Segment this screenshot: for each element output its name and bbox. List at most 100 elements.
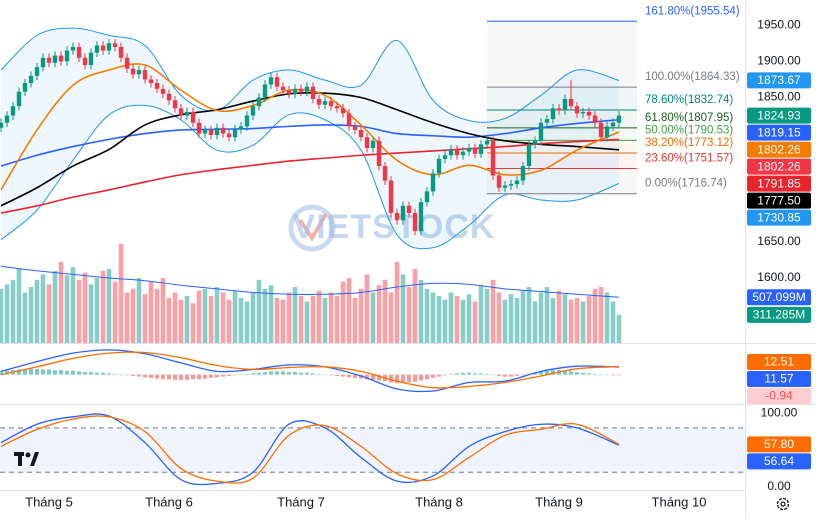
macd-histogram-bar bbox=[269, 371, 273, 375]
fib-label: 38.20%(1773.12) bbox=[645, 137, 733, 149]
candle-body bbox=[394, 213, 400, 221]
macd-histogram-bar bbox=[149, 374, 153, 378]
volume-bar bbox=[424, 288, 430, 343]
candle-body bbox=[556, 108, 562, 111]
candle-body bbox=[442, 155, 448, 159]
volume-bar bbox=[526, 287, 532, 343]
candle-body bbox=[22, 83, 28, 92]
volume-bar bbox=[118, 243, 124, 343]
macd-histogram-bar bbox=[125, 374, 129, 376]
price-label-box bbox=[747, 453, 811, 470]
price-label: 1730.85 bbox=[757, 210, 801, 224]
ma-line bbox=[0, 118, 620, 167]
macd-histogram-bar bbox=[167, 374, 171, 380]
candle-body bbox=[484, 140, 490, 145]
volume-bar bbox=[364, 274, 370, 343]
macd-histogram-bar bbox=[35, 368, 39, 375]
stoch-k-line bbox=[0, 413, 620, 486]
volume-bar bbox=[292, 287, 298, 343]
volume-bar bbox=[262, 288, 268, 343]
candle-body bbox=[130, 68, 136, 75]
y-tick-label: 100.00 bbox=[761, 405, 798, 419]
settings-hub[interactable] bbox=[780, 501, 786, 507]
price-label-box bbox=[747, 289, 811, 306]
macd-histogram-bar bbox=[59, 370, 63, 375]
macd-histogram-bar bbox=[593, 374, 597, 375]
volume-bar bbox=[220, 292, 226, 343]
volume-ma-line bbox=[0, 265, 620, 298]
price-label-box bbox=[747, 436, 811, 453]
macd-histogram-bar bbox=[161, 374, 165, 380]
volume-bar bbox=[310, 296, 316, 343]
candle-body bbox=[538, 122, 544, 141]
macd-histogram-bar bbox=[209, 374, 213, 378]
candle-body bbox=[178, 108, 184, 116]
volume-bar bbox=[400, 274, 406, 343]
volume-bar bbox=[148, 281, 154, 343]
volume-bar bbox=[502, 299, 508, 343]
plot-area: VIETSTOCK 161.80%(1955.54) 100.00%(1864.3… bbox=[0, 5, 745, 486]
macd-histogram-bar bbox=[227, 374, 231, 376]
settings-gear[interactable] bbox=[776, 497, 790, 511]
volume-bar bbox=[322, 297, 328, 343]
fib-label: 0.00%(1716.74) bbox=[645, 178, 727, 190]
volume-bar bbox=[88, 284, 94, 343]
macd-histogram-bar bbox=[293, 372, 297, 375]
macd-histogram-bar bbox=[23, 369, 27, 375]
macd-histogram-bar bbox=[77, 371, 81, 375]
candle-body bbox=[226, 133, 232, 138]
macd-histogram-bar bbox=[113, 374, 117, 375]
candle-body bbox=[610, 122, 616, 127]
volume-bar bbox=[100, 270, 106, 343]
candle-body bbox=[286, 90, 292, 94]
candle-body bbox=[124, 57, 130, 69]
volume-bar bbox=[268, 285, 274, 343]
stoch-d-line bbox=[0, 415, 620, 484]
price-label-box bbox=[747, 192, 811, 209]
price-label: 12.51 bbox=[764, 355, 794, 369]
macd-histogram-bar bbox=[431, 374, 435, 378]
macd-histogram-bar bbox=[65, 370, 69, 375]
volume-bar bbox=[346, 278, 352, 343]
volume-bar bbox=[466, 294, 472, 343]
volume-bar bbox=[340, 281, 346, 343]
volume-bar bbox=[316, 290, 322, 343]
candle-body bbox=[352, 126, 358, 130]
volume-bar bbox=[202, 288, 208, 343]
candle-body bbox=[424, 191, 430, 203]
candle-body bbox=[568, 98, 574, 107]
watermark-check bbox=[298, 212, 328, 242]
macd-histogram-bar bbox=[341, 374, 345, 377]
macd-histogram-bar bbox=[581, 372, 585, 375]
volume-bar bbox=[112, 281, 118, 343]
macd-histogram-bar bbox=[257, 372, 261, 375]
volume-bar bbox=[604, 292, 610, 343]
candle-body bbox=[88, 52, 94, 65]
macd-histogram-bar bbox=[335, 374, 339, 376]
logo-part bbox=[18, 452, 22, 466]
volume-bar bbox=[250, 292, 256, 343]
candle-body bbox=[244, 115, 250, 127]
macd-histogram-bar bbox=[239, 374, 243, 376]
candle-body bbox=[16, 91, 22, 107]
volume-bar bbox=[298, 296, 304, 343]
macd-histogram-bar bbox=[545, 370, 549, 375]
volume-bar bbox=[532, 301, 538, 343]
candle-body bbox=[190, 111, 196, 123]
volume-bar bbox=[370, 292, 376, 343]
volume-bar bbox=[436, 296, 442, 343]
settings-icon[interactable] bbox=[776, 497, 790, 511]
candle-body bbox=[472, 148, 478, 154]
volume-bar bbox=[490, 279, 496, 343]
candle-body bbox=[544, 119, 550, 123]
volume-bar bbox=[508, 294, 514, 343]
watermark-logo bbox=[288, 204, 336, 252]
volume-bar bbox=[0, 288, 4, 343]
macd-histogram-bar bbox=[485, 374, 489, 375]
macd-histogram-bar bbox=[605, 374, 609, 376]
volume-bar bbox=[544, 287, 550, 343]
candle-body bbox=[406, 205, 412, 214]
volume-bar bbox=[70, 267, 76, 343]
volume-bar bbox=[418, 279, 424, 343]
